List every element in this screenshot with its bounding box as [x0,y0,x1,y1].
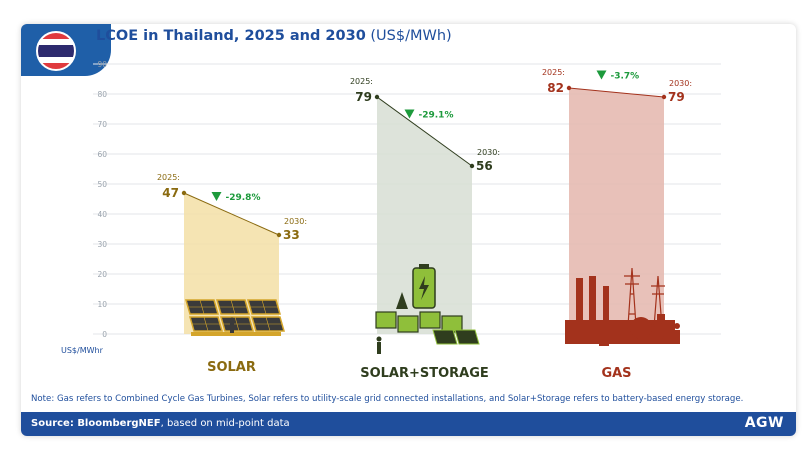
value-label-2025: 47 [162,186,179,200]
data-point-2025 [566,85,572,91]
storage-container [419,311,441,329]
chimney [589,276,596,344]
down-arrow-icon [596,70,607,80]
year-label-2025: 2025: [157,173,180,182]
chart-title: LCOE in Thailand, 2025 and 2030 (US$/MWh… [96,28,452,44]
year-label-2030: 2030: [669,79,692,88]
change-label: -29.1% [419,111,454,121]
category-label: GAS [601,366,631,381]
data-point-2030 [276,232,282,238]
lightning-icon [419,276,429,300]
worker-head [229,317,235,323]
y-tick-label: 80 [97,90,107,99]
thailand-flag-icon [36,31,76,71]
area-fill-solar-storage [377,97,472,334]
panel-base [191,332,281,336]
worker-body [675,330,680,344]
gas-tank [630,317,652,339]
area-fill-gas [569,88,664,334]
year-label-2025: 2025: [350,77,373,86]
year-label-2025: 2025: [542,68,565,77]
source-rest: , based on mid-point data [160,418,290,429]
worker-head [674,323,680,329]
y-tick-label: 0 [102,330,107,339]
series-line [568,87,665,98]
battery-terminal [419,264,429,269]
area-fill-solar [184,193,279,334]
y-tick-label: 50 [97,180,107,189]
solar-storage-icon [375,264,480,354]
agw-logo: AGW [744,415,784,431]
solar-panel [432,329,458,345]
pylon-icon [624,267,640,341]
data-point-2025 [181,190,187,196]
storage-container [375,311,397,329]
gas-plant-icon [565,267,680,346]
series-line [183,192,280,236]
y-tick-label: 10 [97,300,107,309]
year-label-2030: 2030: [284,217,307,226]
pylon-icon [651,275,665,341]
value-label-2025: 82 [547,81,564,95]
title-main: LCOE in Thailand, 2025 and 2030 [96,28,366,44]
chart-note: Note: Gas refers to Combined Cycle Gas T… [31,394,744,404]
data-point-2025 [374,94,380,100]
solar-panel [454,329,480,345]
series-line [376,96,473,167]
source-text: Source: BloombergNEF, based on mid-point… [31,418,290,429]
worker-head [376,336,382,342]
title-unit: (US$/MWh) [370,28,452,44]
worker-body [230,323,234,333]
y-axis-label: US$/MWhr [61,346,104,355]
value-label-2030: 56 [476,159,493,173]
y-tick-label: 70 [97,120,107,129]
down-arrow-icon [211,192,222,201]
chimney [603,286,609,344]
tree-icon [396,292,408,309]
category-label: SOLAR [207,360,256,375]
flag-tab [21,24,111,76]
y-tick-label: 30 [97,240,107,249]
worker-body [599,340,609,346]
storage-container [397,315,419,333]
y-tick-label: 20 [97,270,107,279]
worker-body [377,342,381,354]
data-point-2030 [469,163,475,169]
change-label: -3.7% [611,72,640,82]
change-label: -29.8% [226,193,261,203]
source-bold: Source: BloombergNEF [31,418,161,429]
y-tick-label: 40 [97,210,107,219]
footer-bar: Source: BloombergNEF, based on mid-point… [21,412,796,436]
category-label: SOLAR+STORAGE [360,366,489,381]
value-label-2025: 79 [355,90,372,104]
value-label-2030: 33 [283,228,300,242]
solar-panels-icon [185,299,285,336]
chimney [576,278,583,344]
chart-card: LCOE in Thailand, 2025 and 2030 (US$/MWh… [21,24,796,436]
y-tick-label: 60 [97,150,107,159]
down-arrow-icon [404,109,415,119]
y-tick-label: 90 [97,60,107,69]
data-point-2030 [661,94,667,100]
chimney [657,314,665,344]
plant-base [565,320,675,344]
year-label-2030: 2030: [477,148,500,157]
value-label-2030: 79 [668,90,685,104]
lcoe-chart: 90 80 70 60 50 40 30 20 10 0 US$/MWhr 2025: 47 2030: 3… [61,60,721,381]
